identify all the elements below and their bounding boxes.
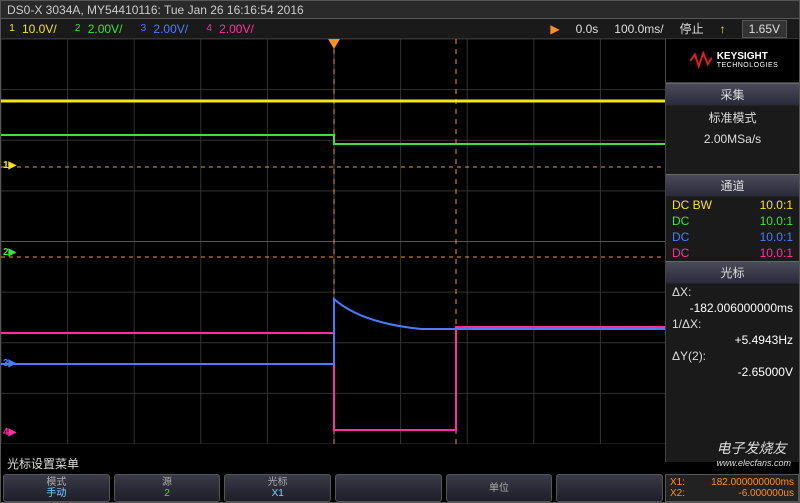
channel-header: 通道 [666,174,799,197]
acq-header: 采集 [666,83,799,106]
channel-info-1: DC BW10.0:1 [666,197,799,213]
dx-label: ΔX: [666,284,799,300]
ground-marker-ch1: 1▶ [1,160,18,171]
waveforms [1,39,667,444]
x1-label: X1: [670,477,685,488]
cursor-readout: X1: 182.000000000ms X2: -6.000000us [665,474,799,502]
channel-row: 110.0V/22.00V/32.00V/42.00V/ ▶ 0.0s 100.… [1,19,799,39]
side-panel: KEYSIGHT TECHNOLOGIES 采集 标准模式 2.00MSa/s … [665,39,799,462]
channel-indicator-3[interactable]: 32.00V/ [136,22,188,36]
channel-indicator-4[interactable]: 42.00V/ [202,22,254,36]
softkey-1[interactable]: 模式手动 [3,474,110,502]
brand-logo: KEYSIGHT TECHNOLOGIES [666,39,799,83]
channel-info-4: DC10.0:1 [666,245,799,261]
invdx-value: +5.4943Hz [666,332,799,348]
softkey-5[interactable]: 单位 [446,474,553,502]
softkey-4[interactable] [335,474,442,502]
ground-marker-ch3: 3▶ [1,358,18,369]
softkey-2[interactable]: 源2 [114,474,221,502]
model-info: DS0-X 3034A, MY54410116: Tue Jan 26 16:1… [7,3,304,17]
softkey-3[interactable]: 光标X1 [224,474,331,502]
invdx-label: 1/ΔX: [666,316,799,332]
delay-value: 0.0s [576,22,599,36]
oscilloscope-screen: DS0-X 3034A, MY54410116: Tue Jan 26 16:1… [0,0,800,503]
ground-marker-ch2: 2▶ [1,247,18,258]
x2-value: -6.000000us [738,488,794,499]
keysight-icon [687,48,713,74]
x1-value: 182.000000000ms [711,477,794,488]
delay-icon: ▶ [550,22,559,36]
header-bar: DS0-X 3034A, MY54410116: Tue Jan 26 16:1… [1,1,799,19]
menu-title: 光标设置菜单 [1,453,85,474]
cursor-header: 光标 [666,261,799,284]
timebase-scale: 100.0ms/ [614,22,663,36]
trigger-level: 1.65V [742,20,787,38]
channel-info-2: DC10.0:1 [666,213,799,229]
dx-value: -182.006000000ms [666,300,799,316]
channel-indicator-1[interactable]: 110.0V/ [5,22,57,36]
run-status: 停止 [680,20,704,37]
dy-value: -2.65000V [666,364,799,380]
ground-marker-ch4: 4▶ [1,427,18,438]
softkey-6[interactable] [556,474,663,502]
channel-indicator-2[interactable]: 22.00V/ [71,22,123,36]
dy-label: ΔY(2): [666,348,799,364]
trigger-edge-icon: ↑ [720,22,726,36]
brand-name: KEYSIGHT [717,52,779,62]
acq-rate: 2.00MSa/s [666,129,799,149]
waveform-area[interactable]: 1▶ 2▶ 3▶ 4▶ [1,39,667,444]
softkey-bar: 模式手动源2光标X1 单位 X1: 182.000000000ms X2: -6.0… [1,474,799,502]
x2-label: X2: [670,488,685,499]
brand-sub: TECHNOLOGIES [717,62,779,69]
channel-info-3: DC10.0:1 [666,229,799,245]
acq-mode: 标准模式 [666,106,799,129]
